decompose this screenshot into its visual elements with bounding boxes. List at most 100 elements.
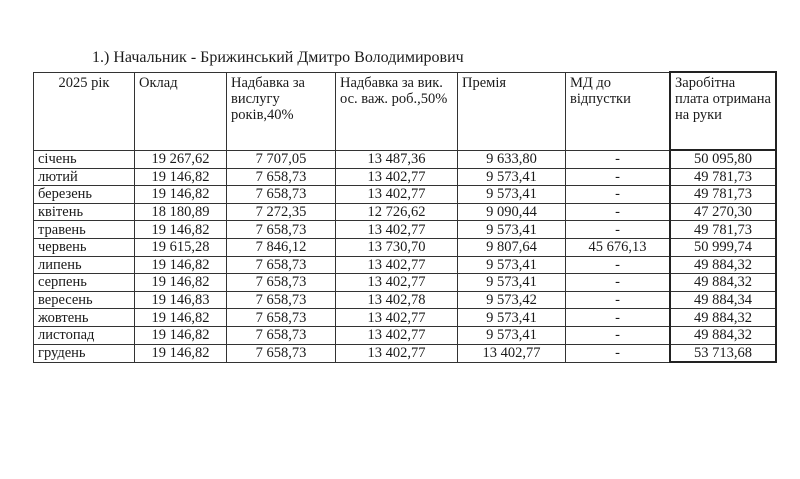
cell-seniority-bonus: 7 658,73 xyxy=(226,308,336,327)
cell-seniority-bonus: 7 658,73 xyxy=(226,220,336,239)
cell-vacation-aid: - xyxy=(565,202,671,222)
cell-special-work-bonus: 13 402,78 xyxy=(335,290,458,310)
table-row: липень 19 146,82 7 658,73 13 402,77 9 573,41… xyxy=(33,255,777,275)
cell-net-pay: 49 884,34 xyxy=(669,290,777,310)
header-vacation-aid: МД до відпустки xyxy=(565,71,671,151)
table-row: січень 19 267,62 7 707,05 13 487,36 9 633,80… xyxy=(33,149,777,169)
table-row: грудень 19 146,82 7 658,73 13 402,77 13 402,… xyxy=(33,343,777,364)
cell-month: травень xyxy=(33,220,135,239)
header-seniority-bonus: Надбавка за вислугу років,40% xyxy=(226,71,336,151)
cell-month: червень xyxy=(33,237,135,257)
cell-net-pay: 50 095,80 xyxy=(669,149,777,169)
cell-premium: 9 573,41 xyxy=(457,220,566,239)
cell-net-pay: 47 270,30 xyxy=(669,202,777,222)
cell-special-work-bonus: 13 402,77 xyxy=(335,273,458,292)
cell-vacation-aid: - xyxy=(565,273,671,292)
table-row: лютий 19 146,82 7 658,73 13 402,77 9 573,41-… xyxy=(33,167,777,187)
cell-premium: 9 573,42 xyxy=(457,290,566,310)
cell-special-work-bonus: 13 402,77 xyxy=(335,255,458,275)
cell-seniority-bonus: 7 707,05 xyxy=(226,149,336,169)
cell-special-work-bonus: 13 402,77 xyxy=(335,185,458,204)
cell-net-pay: 50 999,74 xyxy=(669,237,777,257)
cell-premium: 9 573,41 xyxy=(457,325,566,345)
cell-special-work-bonus: 13 402,77 xyxy=(335,325,458,345)
cell-net-pay: 49 781,73 xyxy=(669,220,777,239)
cell-vacation-aid: - xyxy=(565,220,671,239)
cell-month: грудень xyxy=(33,343,135,363)
cell-net-pay: 49 884,32 xyxy=(669,308,777,327)
cell-month: лютий xyxy=(33,167,135,187)
cell-month: вересень xyxy=(33,290,135,310)
table-row: жовтень 19 146,82 7 658,73 13 402,77 9 573,4… xyxy=(33,308,777,327)
header-special-work-bonus: Надбавка за вик. ос. важ. роб.,50% xyxy=(335,71,458,151)
cell-premium: 9 573,41 xyxy=(457,185,566,204)
cell-salary: 19 146,82 xyxy=(134,255,227,275)
cell-salary: 19 146,82 xyxy=(134,185,227,204)
table-row: березень 19 146,82 7 658,73 13 402,77 9 573,… xyxy=(33,185,777,204)
cell-net-pay: 49 884,32 xyxy=(669,325,777,345)
cell-special-work-bonus: 13 730,70 xyxy=(335,237,458,257)
table-row: квітень 18 180,89 7 272,35 12 726,62 9 090,4… xyxy=(33,202,777,222)
cell-special-work-bonus: 13 402,77 xyxy=(335,220,458,239)
cell-premium: 9 573,41 xyxy=(457,167,566,187)
table-header-row: 2025 рік Оклад Надбавка за вислугу років… xyxy=(33,71,777,151)
table-row: червень 19 615,28 7 846,12 13 730,70 9 807,6… xyxy=(33,237,777,257)
document-title: 1.) Начальник - Брижинський Дмитро Волод… xyxy=(92,49,464,66)
cell-premium: 9 573,41 xyxy=(457,255,566,275)
cell-vacation-aid: - xyxy=(565,255,671,275)
cell-seniority-bonus: 7 658,73 xyxy=(226,273,336,292)
cell-net-pay: 49 884,32 xyxy=(669,255,777,275)
cell-seniority-bonus: 7 846,12 xyxy=(226,237,336,257)
table-row: травень 19 146,82 7 658,73 13 402,77 9 573,4… xyxy=(33,220,777,239)
table-row: вересень 19 146,83 7 658,73 13 402,78 9 573,… xyxy=(33,290,777,310)
header-net-pay: Заробітна плата отримана на руки xyxy=(669,71,777,151)
cell-salary: 19 146,83 xyxy=(134,290,227,310)
cell-premium: 9 633,80 xyxy=(457,149,566,169)
cell-premium: 9 090,44 xyxy=(457,202,566,222)
cell-premium: 9 573,41 xyxy=(457,308,566,327)
cell-month: жовтень xyxy=(33,308,135,327)
cell-salary: 19 146,82 xyxy=(134,308,227,327)
cell-salary: 19 146,82 xyxy=(134,343,227,363)
cell-special-work-bonus: 13 402,77 xyxy=(335,167,458,187)
cell-month: квітень xyxy=(33,202,135,222)
cell-salary: 19 146,82 xyxy=(134,167,227,187)
cell-seniority-bonus: 7 272,35 xyxy=(226,202,336,222)
cell-special-work-bonus: 12 726,62 xyxy=(335,202,458,222)
cell-salary: 19 146,82 xyxy=(134,325,227,345)
cell-month: липень xyxy=(33,255,135,275)
cell-seniority-bonus: 7 658,73 xyxy=(226,185,336,204)
cell-vacation-aid: - xyxy=(565,290,671,310)
cell-salary: 19 146,82 xyxy=(134,220,227,239)
cell-salary: 18 180,89 xyxy=(134,202,227,222)
cell-vacation-aid: - xyxy=(565,343,671,363)
header-salary: Оклад xyxy=(134,71,227,151)
cell-vacation-aid: - xyxy=(565,149,671,169)
cell-month: січень xyxy=(33,149,135,169)
cell-net-pay: 49 781,73 xyxy=(669,167,777,187)
cell-month: листопад xyxy=(33,325,135,345)
cell-premium: 13 402,77 xyxy=(457,343,566,363)
cell-special-work-bonus: 13 402,77 xyxy=(335,343,458,363)
cell-salary: 19 146,82 xyxy=(134,273,227,292)
cell-salary: 19 615,28 xyxy=(134,237,227,257)
cell-special-work-bonus: 13 487,36 xyxy=(335,149,458,169)
cell-seniority-bonus: 7 658,73 xyxy=(226,325,336,345)
cell-month: серпень xyxy=(33,273,135,292)
cell-vacation-aid: - xyxy=(565,167,671,187)
header-premium: Премія xyxy=(457,71,566,151)
cell-vacation-aid: 45 676,13 xyxy=(565,237,671,257)
cell-seniority-bonus: 7 658,73 xyxy=(226,255,336,275)
cell-salary: 19 267,62 xyxy=(134,149,227,169)
cell-vacation-aid: - xyxy=(565,185,671,204)
cell-seniority-bonus: 7 658,73 xyxy=(226,167,336,187)
salary-table: 2025 рік Оклад Надбавка за вислугу років… xyxy=(33,71,777,364)
cell-special-work-bonus: 13 402,77 xyxy=(335,308,458,327)
table-row: серпень 19 146,82 7 658,73 13 402,77 9 573,4… xyxy=(33,273,777,292)
cell-seniority-bonus: 7 658,73 xyxy=(226,290,336,310)
cell-net-pay: 53 713,68 xyxy=(669,343,777,364)
cell-vacation-aid: - xyxy=(565,308,671,327)
cell-premium: 9 573,41 xyxy=(457,273,566,292)
cell-seniority-bonus: 7 658,73 xyxy=(226,343,336,363)
header-year: 2025 рік xyxy=(33,71,135,151)
